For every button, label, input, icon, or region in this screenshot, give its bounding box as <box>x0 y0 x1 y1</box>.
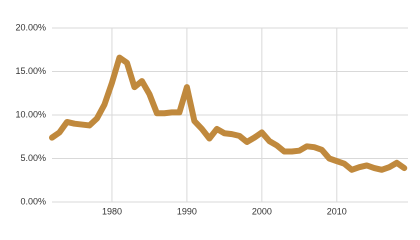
x-tick-label: 1990 <box>177 206 197 216</box>
y-tick-label: 20.00% <box>15 22 46 32</box>
y-tick-label: 15.00% <box>15 66 46 76</box>
x-tick-label: 2010 <box>327 206 347 216</box>
line-series <box>49 54 408 173</box>
x-tick-label: 1980 <box>102 206 122 216</box>
y-tick-label: 5.00% <box>20 153 46 163</box>
y-tick-label: 0.00% <box>20 196 46 206</box>
y-tick-label: 10.00% <box>15 109 46 119</box>
x-tick-label: 2000 <box>252 206 272 216</box>
